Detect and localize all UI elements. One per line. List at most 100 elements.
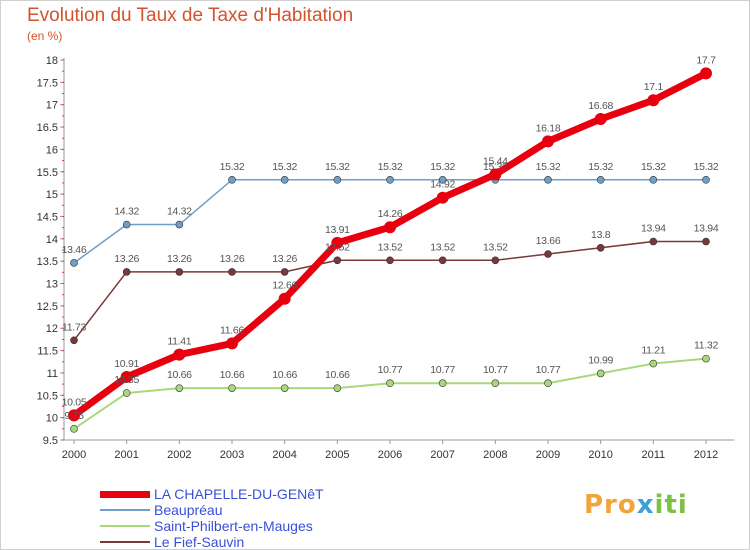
- data-label: 15.32: [641, 161, 666, 173]
- data-label: 15.32: [483, 161, 508, 173]
- x-tick-label: 2008: [483, 449, 507, 461]
- data-point: [489, 168, 502, 181]
- x-tick-label: 2003: [220, 449, 244, 461]
- logo-part: x: [636, 490, 655, 520]
- data-point: [438, 379, 447, 388]
- data-point: [70, 259, 78, 267]
- data-point: [175, 268, 184, 276]
- data-point: [544, 176, 552, 184]
- y-tick-label: 10: [46, 413, 58, 425]
- data-point: [226, 337, 238, 350]
- y-tick-label: 18: [46, 55, 58, 67]
- data-label: 10.77: [378, 364, 403, 376]
- data-point: [386, 176, 394, 184]
- data-point: [647, 94, 660, 107]
- data-point: [228, 176, 236, 184]
- data-point: [280, 176, 289, 184]
- data-label: 13.91: [325, 224, 350, 236]
- data-point: [333, 176, 342, 184]
- data-label: 10.77: [430, 364, 455, 376]
- x-tick-label: 2000: [62, 449, 86, 461]
- data-label: 12.66: [272, 280, 297, 292]
- data-point: [649, 176, 658, 184]
- data-label: 13.52: [325, 241, 350, 253]
- data-point: [278, 292, 291, 305]
- x-tick-label: 2010: [588, 449, 612, 461]
- logo-part: iti: [654, 490, 688, 520]
- y-tick-label: 11: [47, 368, 58, 380]
- data-point: [122, 220, 131, 229]
- data-label: 10.55: [114, 374, 139, 386]
- data-point: [438, 176, 447, 184]
- y-tick-label: 13: [46, 279, 58, 291]
- data-label: 13.52: [483, 241, 508, 253]
- legend-swatch: [100, 509, 150, 511]
- data-label: 10.66: [220, 369, 245, 381]
- x-tick-label: 2009: [536, 449, 560, 461]
- data-label: 10.77: [536, 364, 561, 376]
- y-tick-label: 16: [46, 144, 58, 156]
- data-label: 16.68: [588, 100, 613, 112]
- legend-swatch: [100, 541, 150, 543]
- data-label: 10.99: [588, 354, 613, 366]
- y-tick-label: 13.5: [37, 256, 58, 268]
- data-label: 14.32: [167, 206, 192, 218]
- data-point: [331, 236, 344, 249]
- data-point: [386, 379, 394, 388]
- y-tick-label: 9.5: [43, 435, 58, 447]
- x-tick-label: 2005: [325, 449, 349, 461]
- data-label: 13.52: [378, 241, 403, 253]
- data-label: 14.32: [114, 206, 139, 218]
- data-label: 10.77: [483, 364, 508, 376]
- data-label: 13.26: [167, 253, 192, 265]
- data-label: 17.1: [644, 81, 664, 93]
- data-point: [491, 379, 500, 388]
- legend-swatch: [100, 490, 150, 498]
- data-point: [702, 237, 710, 246]
- data-label: 9.75: [64, 410, 84, 422]
- x-tick-label: 2006: [378, 449, 402, 461]
- data-label: 13.46: [62, 244, 87, 256]
- data-point: [175, 220, 184, 229]
- data-label: 15.32: [220, 161, 245, 173]
- logo-part: Pro: [584, 490, 637, 520]
- data-label: 15.32: [536, 161, 561, 173]
- data-label: 15.32: [430, 161, 455, 173]
- data-label: 11.66: [220, 324, 244, 336]
- data-label: 13.8: [591, 229, 611, 241]
- data-point: [649, 359, 658, 368]
- y-tick-label: 16.5: [37, 122, 58, 134]
- data-point: [120, 370, 133, 383]
- data-label: 15.32: [694, 161, 719, 173]
- x-tick-label: 2004: [272, 449, 296, 461]
- data-point: [280, 268, 289, 276]
- data-label: 11.32: [694, 340, 718, 352]
- data-label: 13.94: [641, 223, 666, 235]
- data-label: 15.32: [272, 161, 297, 173]
- data-point: [544, 379, 552, 388]
- data-point: [122, 268, 131, 276]
- data-point: [544, 250, 552, 258]
- data-label: 17.7: [696, 54, 716, 66]
- data-label: 15.32: [378, 161, 403, 173]
- chart-subtitle: (en %): [27, 29, 63, 43]
- y-tick-label: 10.5: [37, 390, 58, 402]
- data-point: [438, 256, 447, 265]
- data-point: [70, 425, 78, 433]
- data-point: [596, 243, 605, 252]
- data-point: [173, 348, 186, 361]
- line-chart: 9.5 10 10.5 11 11.5 12 12.5 13 13.5 14 14.5 15 15.5 1…: [37, 54, 734, 461]
- data-label: 13.94: [694, 223, 719, 235]
- legend-label: Beaupréau: [154, 502, 223, 518]
- data-label: 10.66: [272, 369, 297, 381]
- data-label: 11.21: [641, 345, 665, 357]
- data-label: 11.73: [62, 321, 86, 333]
- y-tick-label: 12: [46, 323, 58, 335]
- data-point: [122, 389, 131, 397]
- data-label: 16.18: [536, 122, 561, 134]
- y-tick-label: 15.5: [37, 167, 58, 179]
- y-tick-label: 14.5: [37, 211, 58, 223]
- data-point: [386, 256, 394, 265]
- data-label: 15.44: [483, 155, 508, 167]
- data-point: [333, 256, 342, 265]
